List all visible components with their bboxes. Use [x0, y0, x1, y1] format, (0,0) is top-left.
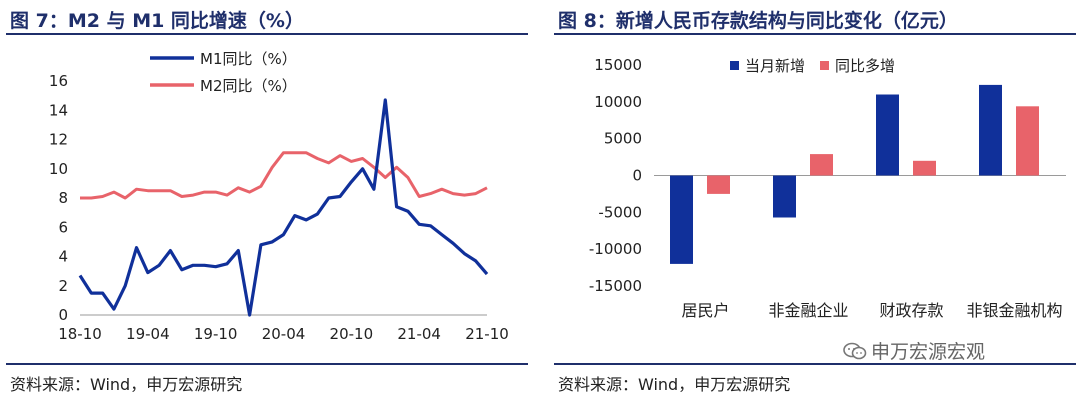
- y-tick-label: 15000: [594, 56, 642, 74]
- left-chart-title: 图 7：M2 与 M1 同比增速（%）: [10, 10, 304, 32]
- bar-monthly-new: [876, 94, 899, 176]
- bar-yoy-increase: [810, 154, 833, 176]
- x-tick-label: 19-10: [194, 325, 238, 343]
- left-source-rule: [6, 363, 528, 365]
- y-tick-label: 10: [49, 160, 68, 178]
- y-tick-label: 8: [58, 189, 68, 207]
- y-tick-label: 0: [632, 167, 642, 185]
- legend-monthly-swatch: [730, 61, 739, 70]
- category-label: 非银金融机构: [966, 301, 1062, 320]
- wechat-icon: [843, 342, 867, 360]
- right-title-rule: [554, 33, 1076, 35]
- m2-series-line: [80, 151, 488, 200]
- right-chart-title: 图 8：新增人民币存款结构与同比变化（亿元）: [558, 10, 958, 32]
- legend-m1-label: M1同比（%）: [200, 50, 297, 68]
- y-tick-label: 0: [58, 306, 68, 324]
- category-label: 居民户: [681, 301, 729, 320]
- x-tick-label: 21-10: [465, 325, 509, 343]
- y-tick-label: 6: [58, 218, 68, 236]
- category-label: 非金融企业: [768, 301, 848, 320]
- watermark-text: 申万宏源宏观: [871, 341, 986, 363]
- m1-m2-chart-panel: 图 7：M2 与 M1 同比增速（%） 0 2 4 6 8 10 12 14 16 18-10 19…: [0, 0, 533, 401]
- wechat-watermark: 申万宏源宏观: [843, 337, 985, 364]
- deposit-chart-panel: 图 8：新增人民币存款结构与同比变化（亿元） -15000 -10000 -5000…: [548, 0, 1080, 401]
- x-tick-label: 20-04: [262, 325, 306, 343]
- y-tick-label: 2: [58, 277, 68, 295]
- deposit-bar-chart: -15000 -10000 -5000 0 5000 10000 15000 居民户 非金融企业…: [589, 56, 1066, 320]
- x-tick-label: 21-04: [397, 325, 441, 343]
- y-tick-label: 14: [49, 101, 68, 119]
- legend-yoy-swatch: [820, 61, 829, 70]
- m1-m2-line-chart: 0 2 4 6 8 10 12 14 16 18-10 19-04 19-10 20-04 20-10 21…: [49, 50, 509, 343]
- bar-monthly-new: [670, 175, 693, 264]
- y-tick-label: 10000: [594, 93, 642, 111]
- m1-series-line: [78, 98, 489, 317]
- y-tick-label: -5000: [598, 203, 642, 221]
- y-tick-label: 4: [58, 248, 68, 266]
- bar-yoy-increase: [707, 175, 730, 194]
- x-tick-label: 20-10: [330, 325, 374, 343]
- left-title-rule: [6, 33, 528, 35]
- legend-m2-label: M2同比（%）: [200, 77, 297, 95]
- bar-monthly-new: [979, 84, 1002, 176]
- right-source-note: 资料来源：Wind，申万宏源研究: [558, 375, 791, 394]
- x-tick-label: 19-04: [126, 325, 170, 343]
- legend-monthly-label: 当月新增: [745, 57, 805, 75]
- left-source-note: 资料来源：Wind，申万宏源研究: [10, 375, 243, 394]
- x-tick-label: 18-10: [58, 325, 102, 343]
- y-tick-label: 5000: [604, 130, 642, 148]
- y-tick-label: -15000: [589, 277, 642, 295]
- bar-monthly-new: [773, 175, 796, 218]
- y-tick-label: 16: [49, 72, 68, 90]
- legend-yoy-label: 同比多增: [835, 57, 895, 75]
- bar-yoy-increase: [913, 160, 936, 176]
- y-tick-label: -10000: [589, 240, 642, 258]
- category-label: 财政存款: [879, 301, 943, 320]
- y-tick-label: 12: [49, 131, 68, 149]
- right-source-rule: [554, 363, 1076, 365]
- bar-yoy-increase: [1016, 106, 1039, 176]
